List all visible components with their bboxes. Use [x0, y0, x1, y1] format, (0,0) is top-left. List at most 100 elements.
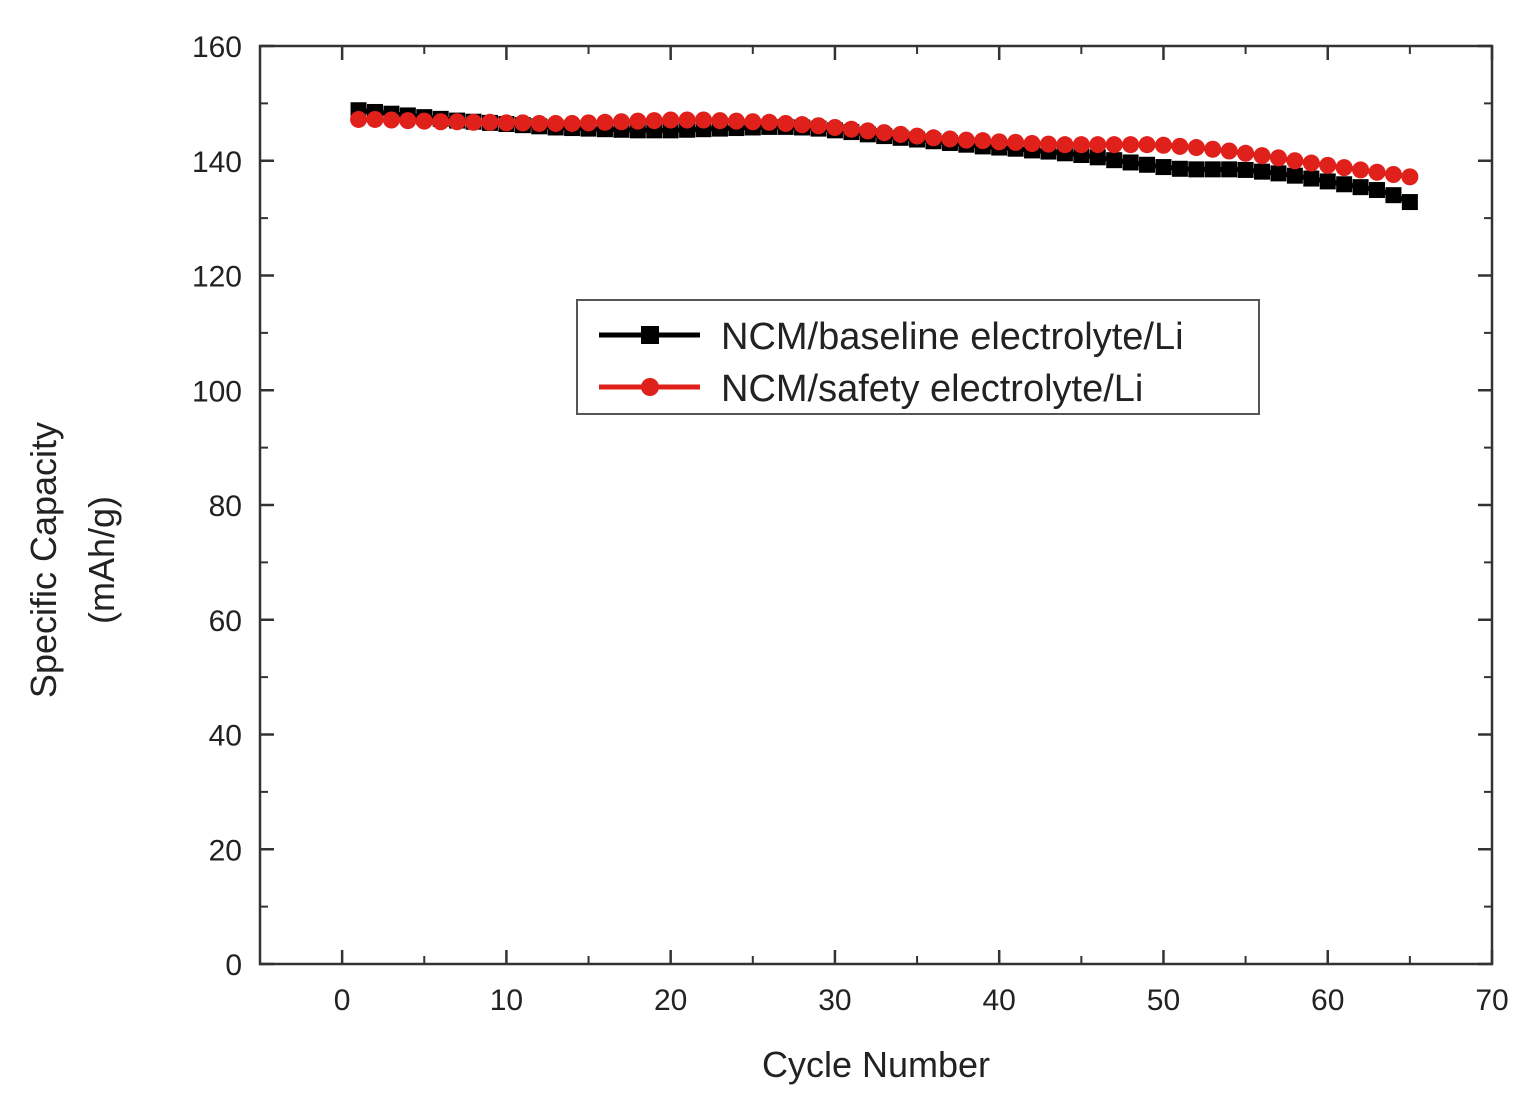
data-point: [859, 122, 877, 140]
data-point: [645, 112, 663, 130]
data-point: [1171, 137, 1189, 155]
data-point: [1237, 144, 1255, 162]
data-point: [1270, 165, 1287, 182]
data-point: [1237, 161, 1254, 178]
data-point: [826, 118, 844, 136]
x-tick-label: 20: [654, 984, 687, 1017]
data-point: [1254, 163, 1271, 180]
x-tick-label: 0: [334, 984, 351, 1017]
y-tick-label: 20: [209, 834, 242, 867]
data-point: [1007, 133, 1025, 151]
data-point: [1385, 187, 1402, 204]
data-point: [1188, 161, 1205, 178]
x-tick-label: 30: [818, 984, 851, 1017]
data-point: [1122, 154, 1139, 171]
data-point: [1369, 182, 1386, 199]
y-axis-ticks: 0 20 40 60 80 100 120 140 160: [192, 31, 1492, 982]
data-point: [629, 112, 647, 130]
data-point: [875, 124, 893, 142]
data-point: [1039, 135, 1057, 153]
data-point: [497, 114, 515, 132]
data-point: [777, 114, 795, 132]
data-point: [1384, 166, 1402, 184]
x-tick-label: 50: [1147, 984, 1180, 1017]
data-point: [1155, 159, 1172, 176]
data-point: [1204, 140, 1222, 158]
legend-label-safety: NCM/safety electrolyte/Li: [721, 368, 1143, 410]
data-point: [596, 113, 614, 131]
y-tick-label: 60: [209, 605, 242, 638]
y-tick-label: 120: [192, 261, 242, 294]
data-point: [1286, 167, 1303, 184]
data-point: [1319, 173, 1336, 190]
legend: NCM/baseline electrolyte/Li NCM/safety e…: [576, 299, 1260, 415]
data-point: [1401, 194, 1418, 211]
data-point: [1352, 179, 1369, 196]
y-axis-title-line-1: Specific Capacity: [23, 422, 64, 698]
data-point: [1106, 152, 1123, 169]
data-point: [1089, 136, 1107, 154]
data-point: [366, 110, 384, 128]
data-point: [892, 125, 910, 143]
x-axis-ticks: 0 10 20 30 40 50 60 70: [334, 46, 1509, 1017]
y-tick-label: 80: [209, 490, 242, 523]
data-point: [1286, 152, 1304, 170]
data-point: [1319, 156, 1337, 174]
data-point: [810, 117, 828, 135]
data-point: [1336, 176, 1353, 193]
data-point: [1105, 136, 1123, 154]
data-point: [842, 120, 860, 138]
x-axis-title: Cycle Number: [762, 1044, 990, 1085]
data-point: [1154, 136, 1172, 154]
legend-box: [576, 299, 1260, 415]
data-point: [1335, 159, 1353, 177]
data-point: [744, 113, 762, 131]
data-point: [1401, 168, 1419, 186]
x-tick-label: 10: [490, 984, 523, 1017]
data-point: [465, 113, 483, 131]
y-tick-label: 140: [192, 146, 242, 179]
data-point: [481, 113, 499, 131]
data-point: [399, 112, 417, 130]
data-point: [678, 111, 696, 129]
data-point: [1023, 135, 1041, 153]
data-point: [1089, 149, 1106, 166]
x-tick-label: 40: [983, 984, 1016, 1017]
data-point: [974, 132, 992, 150]
data-point: [1352, 161, 1370, 179]
data-point: [1138, 136, 1156, 154]
data-point: [662, 111, 680, 129]
legend-marker-baseline: [641, 326, 659, 344]
data-point: [514, 114, 532, 132]
data-point: [415, 112, 433, 130]
data-point: [1368, 163, 1386, 181]
data-point: [1187, 139, 1205, 157]
data-point: [1253, 147, 1271, 165]
data-point: [432, 113, 450, 131]
data-point: [957, 131, 975, 149]
data-point: [350, 110, 368, 128]
data-point: [1139, 156, 1156, 173]
legend-label-baseline: NCM/baseline electrolyte/Li: [721, 316, 1184, 358]
data-point: [711, 112, 729, 130]
data-point: [1171, 160, 1188, 177]
y-tick-label: 160: [192, 31, 242, 64]
data-point: [1221, 161, 1238, 178]
series-layer: [350, 102, 1419, 211]
data-point: [1122, 136, 1140, 154]
data-point: [990, 133, 1008, 151]
data-point: [563, 114, 581, 132]
data-point: [1269, 149, 1287, 167]
data-point: [1204, 161, 1221, 178]
data-point: [580, 114, 598, 132]
y-axis-title-line-2: (mAh/g): [81, 496, 122, 624]
data-point: [941, 130, 959, 148]
data-point: [448, 113, 466, 131]
data-point: [1220, 142, 1238, 160]
data-point: [695, 111, 713, 129]
data-point: [1303, 170, 1320, 187]
data-point: [530, 114, 548, 132]
data-point: [908, 127, 926, 145]
